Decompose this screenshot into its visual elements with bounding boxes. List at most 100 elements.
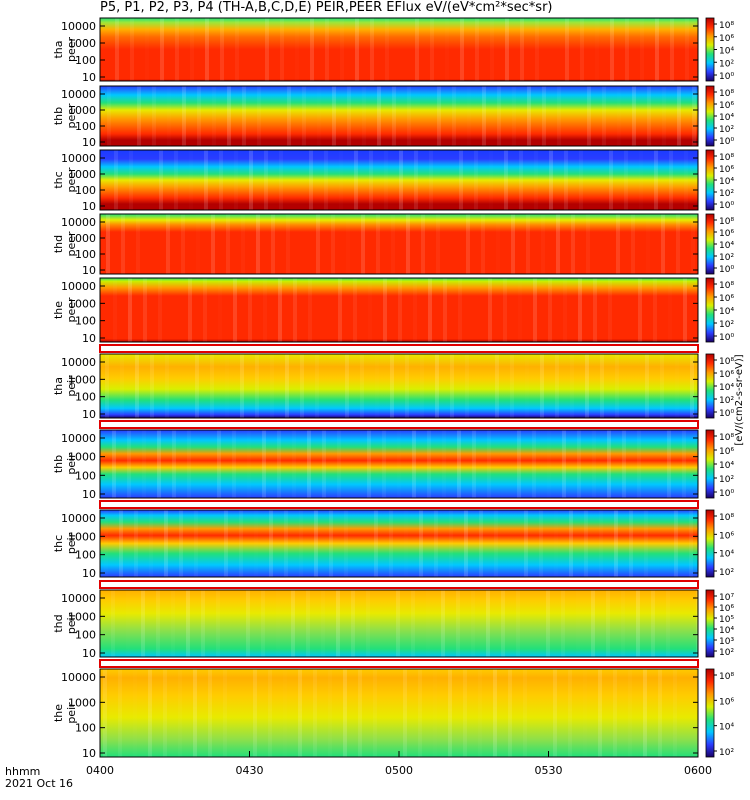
colorbar-tick-label: 10³ <box>719 637 734 647</box>
spectrogram-texture <box>264 150 268 210</box>
panel-frame <box>99 429 699 499</box>
spectrogram-texture <box>235 18 239 81</box>
spectrogram-texture <box>204 150 208 210</box>
spectrogram-texture <box>240 354 244 418</box>
y-tick-label: 10000 <box>61 592 96 605</box>
spectrogram-panel-2 <box>100 86 698 146</box>
spectrogram-texture <box>157 430 161 498</box>
panel-separator <box>99 420 699 429</box>
spectrogram-texture <box>415 18 419 81</box>
spectrogram-texture <box>298 669 302 757</box>
spectrogram-texture <box>278 278 282 342</box>
spectrogram-texture <box>149 510 153 577</box>
spectrogram-texture <box>142 430 146 498</box>
figure-title: P5, P1, P2, P3, P4 (TH-A,B,C,D,E) PEIR,P… <box>100 0 553 15</box>
spectrogram-texture <box>211 214 215 274</box>
colorbar-tick-label: 10² <box>719 748 734 758</box>
spectrogram-texture <box>420 354 424 418</box>
spectrogram-texture <box>497 86 501 146</box>
colorbar-tick-label: 10⁶ <box>719 447 734 457</box>
spectrogram-texture <box>265 18 269 81</box>
colorbar-tick-label: 10⁴ <box>719 47 734 57</box>
spectrogram-texture <box>280 18 284 81</box>
spectrogram-texture <box>315 354 319 418</box>
panel-ylabel-probe: thc <box>52 171 65 188</box>
spectrogram-texture <box>429 150 433 210</box>
spectrogram-texture <box>223 669 227 757</box>
panel-ylabel-probe: thb <box>52 455 65 473</box>
panel-frame <box>99 213 699 275</box>
y-tick-label: 100 <box>75 629 96 642</box>
spectrogram-texture <box>450 354 454 418</box>
spectrogram-texture <box>637 430 641 498</box>
spectrogram-texture <box>369 150 373 210</box>
spectrogram-texture <box>197 86 201 146</box>
colorbar-tick-label: 10² <box>719 189 734 199</box>
spectrogram-texture <box>501 590 505 657</box>
spectrogram-texture <box>542 86 546 146</box>
spectrogram-texture <box>445 18 449 81</box>
spectrogram-texture <box>127 430 131 498</box>
spectrogram-texture <box>448 669 452 757</box>
y-tick-label: 100 <box>75 315 96 328</box>
y-tick-label: 10000 <box>61 88 96 101</box>
spectrogram-texture <box>391 214 395 274</box>
spectrogram-texture <box>592 430 596 498</box>
spectrogram-texture <box>583 669 587 757</box>
colorbar-tick-label: 10⁴ <box>719 177 734 187</box>
y-tick-label: 10 <box>82 567 96 580</box>
panel-ylabel-probe: thd <box>52 614 65 632</box>
spectrogram-texture <box>512 86 516 146</box>
spectrogram-texture <box>549 150 553 210</box>
spectrogram-texture <box>361 214 365 274</box>
spectrogram-texture <box>494 510 498 577</box>
spectrogram-texture <box>321 590 325 657</box>
spectrogram-texture <box>555 354 559 418</box>
spectrogram-texture <box>293 278 297 342</box>
spectrogram-texture <box>518 278 522 342</box>
spectrogram-texture <box>520 18 524 81</box>
spectrogram-texture <box>533 278 537 342</box>
spectrogram-texture <box>412 430 416 498</box>
spectrogram-texture <box>419 510 423 577</box>
spectrogram-texture <box>257 86 261 146</box>
spectrogram-texture <box>308 278 312 342</box>
panel-separator <box>99 580 699 589</box>
colorbar-tick-label: 10⁶ <box>719 531 734 541</box>
spectrogram-texture <box>433 669 437 757</box>
spectrogram-texture <box>112 430 116 498</box>
y-tick-label: 100 <box>75 391 96 404</box>
x-tick-label: 0600 <box>684 764 712 777</box>
spectrogram-texture <box>270 354 274 418</box>
spectrogram-texture <box>336 590 340 657</box>
spectrogram-texture <box>121 214 125 274</box>
spectrogram-texture <box>339 150 343 210</box>
spectrogram-texture <box>586 214 590 274</box>
spectrogram-texture <box>508 669 512 757</box>
panel-ylabel-product: peer <box>65 231 78 257</box>
y-tick-label: 1000 <box>68 696 96 709</box>
panel-ylabel-probe: thd <box>52 235 65 253</box>
spectrogram-texture <box>338 278 342 342</box>
colorbar-tick-label: 10⁴ <box>719 241 734 251</box>
spectrogram-texture <box>284 510 288 577</box>
spectrogram-texture <box>129 150 133 210</box>
spectrogram-texture <box>625 18 629 81</box>
y-tick-label: 10000 <box>61 432 96 445</box>
spectrogram-texture <box>152 86 156 146</box>
spectrogram-texture <box>669 150 673 210</box>
spectrogram-texture <box>256 214 260 274</box>
spectrogram-texture <box>175 18 179 81</box>
spectrogram-texture <box>692 86 696 146</box>
spectrogram-texture <box>309 150 313 210</box>
colorbar-tick-label: 10⁸ <box>719 433 734 443</box>
spectrogram-texture <box>212 86 216 146</box>
spectrogram-texture <box>523 669 527 757</box>
spectrogram-texture <box>313 669 317 757</box>
spectrogram-texture <box>466 214 470 274</box>
spectrogram-texture <box>562 430 566 498</box>
spectrogram-texture <box>137 86 141 146</box>
spectrogram-texture <box>113 278 117 342</box>
spectrogram-texture <box>376 214 380 274</box>
spectrogram-texture <box>503 278 507 342</box>
